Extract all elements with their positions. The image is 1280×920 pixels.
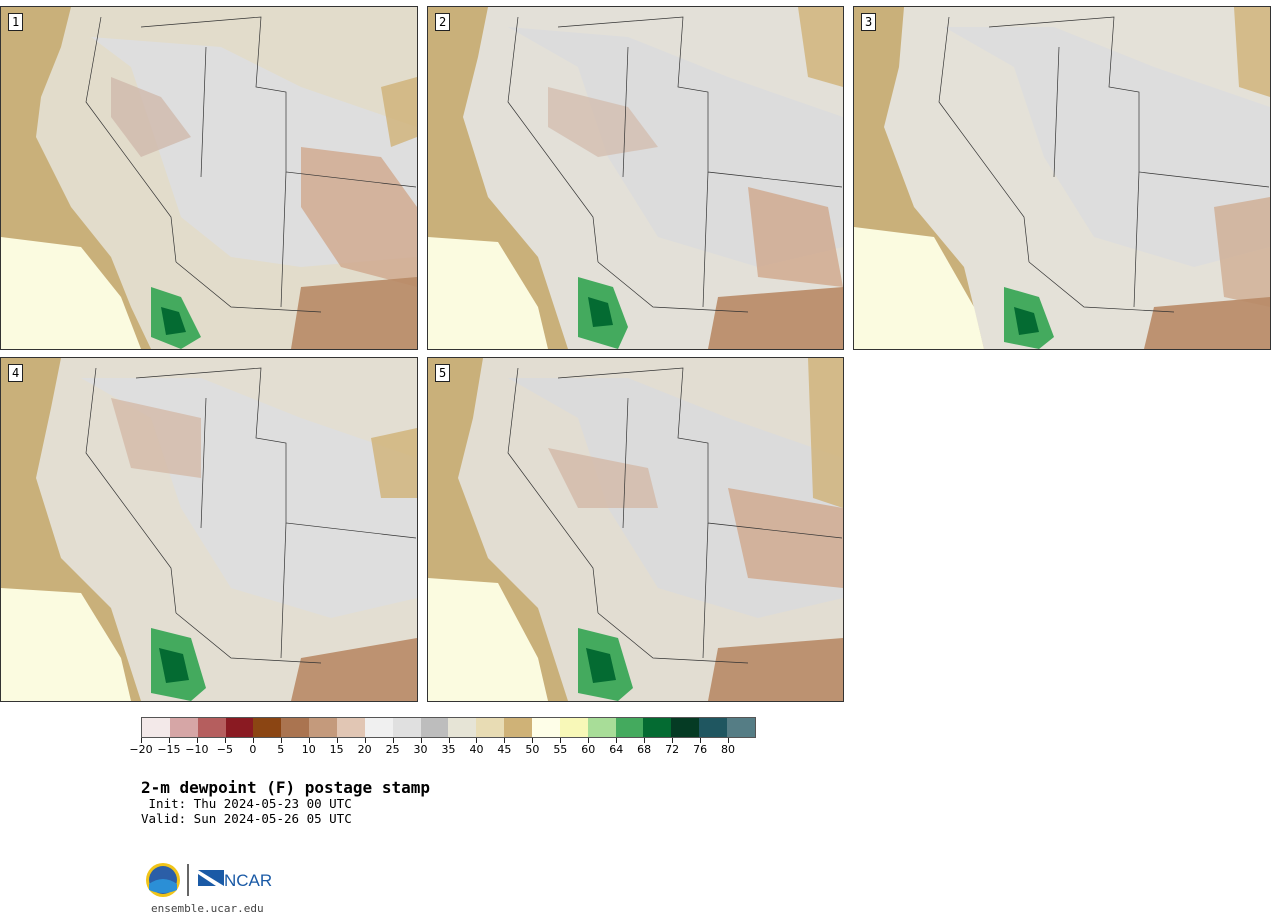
colorbar-tick: [141, 738, 142, 743]
colorbar-tick: [168, 738, 170, 743]
colorbar-tick-label: 60: [581, 743, 596, 756]
colorbar-segment: [559, 718, 588, 737]
colorbar-segment: [504, 718, 533, 737]
dewpoint-map: [428, 358, 843, 701]
map-panel-5: 5: [427, 357, 844, 702]
colorbar-tick: [700, 738, 702, 743]
panel-number: 1: [8, 13, 24, 31]
colorbar-segment: [615, 718, 644, 737]
colorbar-tick: [616, 738, 618, 743]
colorbar-tick-label: −5: [216, 743, 233, 756]
map-panel-2: 2: [427, 6, 844, 350]
colorbar-tick-label: 76: [693, 743, 708, 756]
logos: NCAR: [144, 860, 274, 900]
colorbar-tick-label: 80: [721, 743, 736, 756]
dewpoint-map: [1, 7, 417, 349]
colorbar-tick: [280, 738, 282, 743]
colorbar-segment: [225, 718, 254, 737]
colorbar-segment: [532, 718, 560, 737]
dewpoint-map: [854, 7, 1270, 349]
colorbar-tick-label: 72: [665, 743, 680, 756]
colorbar-tick: [672, 738, 674, 743]
colorbar-segment: [587, 718, 616, 737]
ncar-text: NCAR: [224, 871, 273, 890]
colorbar-segment: [169, 718, 198, 737]
colorbar-tick: [364, 738, 366, 743]
panel-number: 4: [8, 364, 24, 382]
colorbar-tick: [336, 738, 338, 743]
colorbar: [141, 717, 756, 738]
colorbar-segment: [476, 718, 505, 737]
colorbar-tick: [252, 738, 254, 743]
colorbar-segment: [643, 718, 672, 737]
map-panel-3: 3: [853, 6, 1271, 350]
colorbar-tick: [588, 738, 590, 743]
colorbar-segment: [727, 718, 755, 737]
colorbar-segment: [281, 718, 310, 737]
colorbar-segment: [337, 718, 365, 737]
colorbar-tick-label: 25: [385, 743, 400, 756]
colorbar-segment: [671, 718, 700, 737]
panel-number: 2: [435, 13, 451, 31]
colorbar-tick-label: 15: [329, 743, 344, 756]
colorbar-tick-label: 50: [525, 743, 540, 756]
colorbar-tick-label: 5: [277, 743, 285, 756]
init-time: Init: Thu 2024-05-23 00 UTC: [141, 796, 352, 811]
colorbar-tick-label: 40: [469, 743, 484, 756]
ncar-logo-icon: [198, 870, 224, 886]
figure-title: 2-m dewpoint (F) postage stamp: [141, 778, 430, 797]
map-panel-1: 1: [0, 6, 418, 350]
colorbar-tick-label: 10: [301, 743, 316, 756]
colorbar-tick: [728, 738, 730, 743]
colorbar-segment: [448, 718, 477, 737]
site-url: ensemble.ucar.edu: [151, 902, 264, 915]
colorbar-tick-label: 0: [249, 743, 257, 756]
colorbar-segment: [364, 718, 393, 737]
colorbar-segment: [699, 718, 728, 737]
colorbar-tick: [420, 738, 422, 743]
colorbar-tick: [196, 738, 198, 743]
colorbar-tick: [448, 738, 450, 743]
valid-time: Valid: Sun 2024-05-26 05 UTC: [141, 811, 352, 826]
colorbar-tick-label: 20: [357, 743, 372, 756]
colorbar-tick-label: −20: [129, 743, 153, 756]
colorbar-tick: [392, 738, 394, 743]
colorbar-segment: [420, 718, 449, 737]
dewpoint-map: [428, 7, 843, 349]
colorbar-tick-label: −15: [157, 743, 181, 756]
colorbar-tick-label: 45: [497, 743, 512, 756]
colorbar-tick: [476, 738, 478, 743]
panel-number: 5: [435, 364, 451, 382]
colorbar-tick-label: −10: [185, 743, 209, 756]
colorbar-segment: [309, 718, 338, 737]
dewpoint-map: [1, 358, 417, 701]
colorbar-tick-label: 35: [441, 743, 456, 756]
colorbar-segment: [142, 718, 170, 737]
panel-number: 3: [861, 13, 877, 31]
colorbar-tick: [504, 738, 506, 743]
map-panel-4: 4: [0, 357, 418, 702]
colorbar-tick: [560, 738, 562, 743]
colorbar-tick-label: 64: [609, 743, 624, 756]
colorbar-tick-label: 55: [553, 743, 568, 756]
colorbar-tick: [224, 738, 226, 743]
nsf-logo-icon: [146, 863, 180, 897]
colorbar-tick: [308, 738, 310, 743]
colorbar-tick: [644, 738, 646, 743]
colorbar-segment: [197, 718, 226, 737]
colorbar-tick-label: 30: [413, 743, 428, 756]
colorbar-tick: [532, 738, 534, 743]
colorbar-ticks: −20 −15 −10 −5 0 5 10 15 20 25 30 35 40 45 50 55 60 64 68 7…: [129, 738, 756, 758]
nsf-ncar-logo: [146, 863, 224, 897]
colorbar-segment: [392, 718, 421, 737]
colorbar-segment: [253, 718, 282, 737]
colorbar-tick-label: 68: [637, 743, 652, 756]
